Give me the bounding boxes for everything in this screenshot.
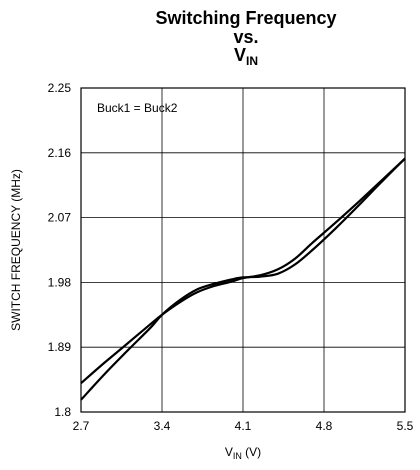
x-axis-ticks: 2.7 3.4 4.1 4.8 5.5 <box>73 419 414 433</box>
chart-title-line-3: VIN <box>36 45 420 71</box>
y-axis-ticks: 2.25 2.16 2.07 1.98 1.89 1.8 <box>48 81 72 419</box>
chart-title-v: V <box>233 45 246 65</box>
x-tick-label: 2.7 <box>73 419 90 433</box>
x-tick-label: 3.4 <box>154 419 171 433</box>
chart-title-line-2: vs. <box>233 27 259 47</box>
series-group <box>80 157 406 401</box>
x-tick-label: 5.5 <box>397 419 414 433</box>
chart-title-v-subscript: IN <box>246 54 258 68</box>
y-axis-label: SWITCH FREQUENCY (MHz) <box>9 169 23 331</box>
series-line-1 <box>80 157 406 401</box>
y-tick-label: 1.98 <box>48 275 72 289</box>
y-tick-label: 2.25 <box>48 81 72 95</box>
y-tick-label: 2.07 <box>48 211 72 225</box>
series-line-2 <box>80 157 406 385</box>
x-axis-label: VIN (V) <box>225 445 261 461</box>
x-axis-label-v: V <box>225 445 233 459</box>
y-tick-label: 1.8 <box>54 405 71 419</box>
x-tick-label: 4.1 <box>235 419 252 433</box>
plot-frame <box>80 87 406 413</box>
chart-title-line-1: Switching Frequency <box>155 8 337 28</box>
x-axis-label-subscript: IN <box>233 451 242 461</box>
grid <box>80 87 406 413</box>
x-axis-label-unit: (V) <box>242 445 261 459</box>
y-tick-label: 1.89 <box>48 340 72 354</box>
x-tick-label: 4.8 <box>316 419 333 433</box>
annotation-label: Buck1 = Buck2 <box>97 101 178 115</box>
y-tick-label: 2.16 <box>48 146 72 160</box>
